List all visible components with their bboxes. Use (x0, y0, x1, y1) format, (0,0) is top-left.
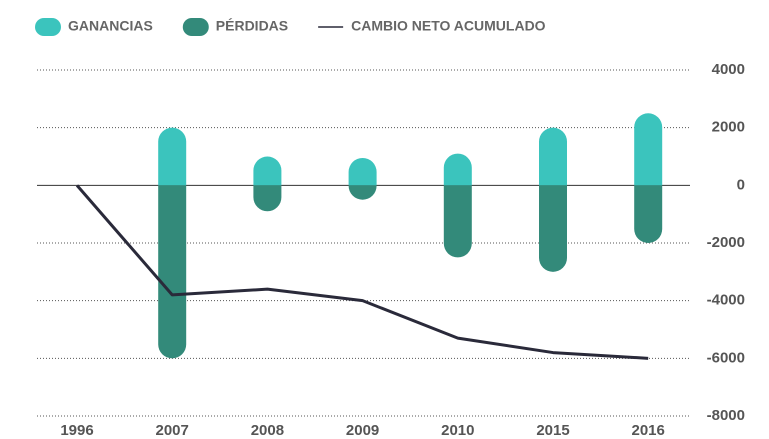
bar (443, 153, 472, 186)
bar (634, 185, 663, 243)
x-tick-label: 2010 (441, 422, 474, 439)
y-tick-label: -6000 (707, 349, 745, 366)
y-tick-label: -8000 (707, 407, 745, 424)
bar (158, 127, 187, 186)
legend-swatch (182, 18, 209, 36)
x-tick-label: 2007 (156, 422, 189, 439)
y-tick-label: -4000 (707, 292, 745, 309)
legend-label: GANANCIAS (68, 18, 153, 34)
bar (348, 185, 377, 200)
legend-label: CAMBIO NETO ACUMULADO (351, 18, 546, 34)
x-tick-label: 2016 (632, 422, 665, 439)
cumulative-line (75, 184, 649, 360)
bar (253, 185, 282, 212)
bar (539, 127, 567, 186)
y-tick-label: -2000 (707, 234, 745, 251)
x-tick-label: 2009 (346, 422, 379, 439)
bar (348, 157, 377, 186)
bar (634, 113, 663, 186)
y-tick-label: 0 (737, 176, 745, 193)
x-tick-label: 1996 (60, 422, 93, 439)
legend-label: PÉRDIDAS (216, 18, 288, 34)
bar (158, 185, 187, 359)
y-tick-label: 2000 (712, 119, 745, 136)
y-tick-label: 4000 (712, 61, 745, 78)
bar (443, 185, 472, 258)
x-tick-label: 2015 (536, 422, 569, 439)
bar (253, 156, 282, 186)
bar (539, 185, 567, 272)
legend-swatch (35, 18, 61, 36)
x-tick-label: 2008 (251, 422, 284, 439)
